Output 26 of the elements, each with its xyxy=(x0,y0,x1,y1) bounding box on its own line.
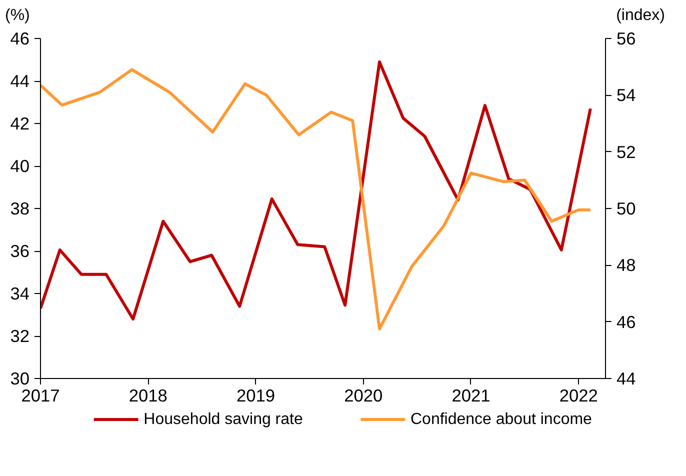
x-tick-label: 2018 xyxy=(128,386,168,406)
y-tick-label: 34 xyxy=(10,284,30,304)
legend-label: Confidence about income xyxy=(410,411,592,428)
x-tick-label: 2022 xyxy=(559,386,598,406)
y-tick-label: 30 xyxy=(10,368,30,388)
y-axis-title: (%) xyxy=(5,6,30,26)
y2-tick-label: 54 xyxy=(616,85,636,106)
legend-label: Household saving rate xyxy=(144,411,303,428)
x-tick-label: 2017 xyxy=(21,386,60,406)
y2-tick-label: 52 xyxy=(616,142,636,162)
y2-tick-label: 48 xyxy=(616,255,636,276)
y-tick-label: 38 xyxy=(10,198,30,218)
x-tick-label: 2020 xyxy=(344,386,383,406)
y-tick-label: 46 xyxy=(10,28,30,48)
x-tick-label: 2021 xyxy=(452,386,490,406)
y-tick-label: 36 xyxy=(10,241,30,261)
y-tick-label: 42 xyxy=(10,114,30,134)
x-tick-label: 2019 xyxy=(236,386,276,406)
y2-tick-label: 44 xyxy=(616,368,636,388)
y-tick-label: 32 xyxy=(10,326,30,346)
y2-tick-label: 46 xyxy=(616,312,636,332)
y-tick-label: 40 xyxy=(10,156,30,176)
y2-axis-title: (index) xyxy=(616,6,665,26)
y-tick-label: 44 xyxy=(10,71,30,91)
y2-tick-label: 56 xyxy=(616,28,636,48)
y2-tick-label: 50 xyxy=(616,198,636,218)
